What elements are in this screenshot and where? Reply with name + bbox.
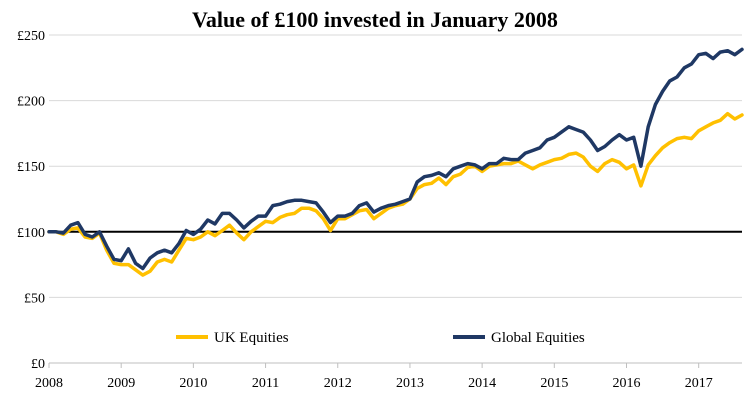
y-tick-label-2: £100 (17, 226, 45, 241)
series-line-uk-equities (47, 111, 744, 277)
y-tick-label-4: £200 (17, 95, 45, 110)
x-tick-label-8: 2016 (613, 376, 641, 391)
x-tick-label-0: 2008 (35, 376, 63, 391)
legend: UK Equities Global Equities (176, 330, 585, 346)
y-tick-label-3: £150 (17, 160, 45, 175)
y-tick-label-5: £250 (17, 29, 45, 44)
series-line-global-equities (47, 47, 744, 271)
y-axis-ticks: £0 £50 £100 £150 £200 £250 (17, 29, 45, 372)
x-tick-label-9: 2017 (685, 376, 713, 391)
x-tick-label-7: 2015 (540, 376, 568, 391)
series-layer (47, 47, 744, 277)
grid (49, 34, 742, 364)
x-axis-ticks: 2008 2009 2010 2011 2012 2013 2014 2015 2016 2017 (35, 363, 713, 391)
y-tick-label-0: £0 (31, 357, 45, 372)
x-tick-label-3: 2011 (252, 376, 279, 391)
x-tick-label-6: 2014 (468, 376, 496, 391)
chart-title: Value of £100 invested in January 2008 (192, 7, 558, 32)
x-tick-label-2: 2010 (179, 376, 207, 391)
legend-label-global: Global Equities (491, 330, 585, 346)
x-tick-label-1: 2009 (107, 376, 135, 391)
legend-label-uk: UK Equities (214, 330, 289, 346)
x-tick-label-5: 2013 (396, 376, 424, 391)
x-tick-label-4: 2012 (324, 376, 352, 391)
y-tick-label-1: £50 (24, 291, 45, 306)
